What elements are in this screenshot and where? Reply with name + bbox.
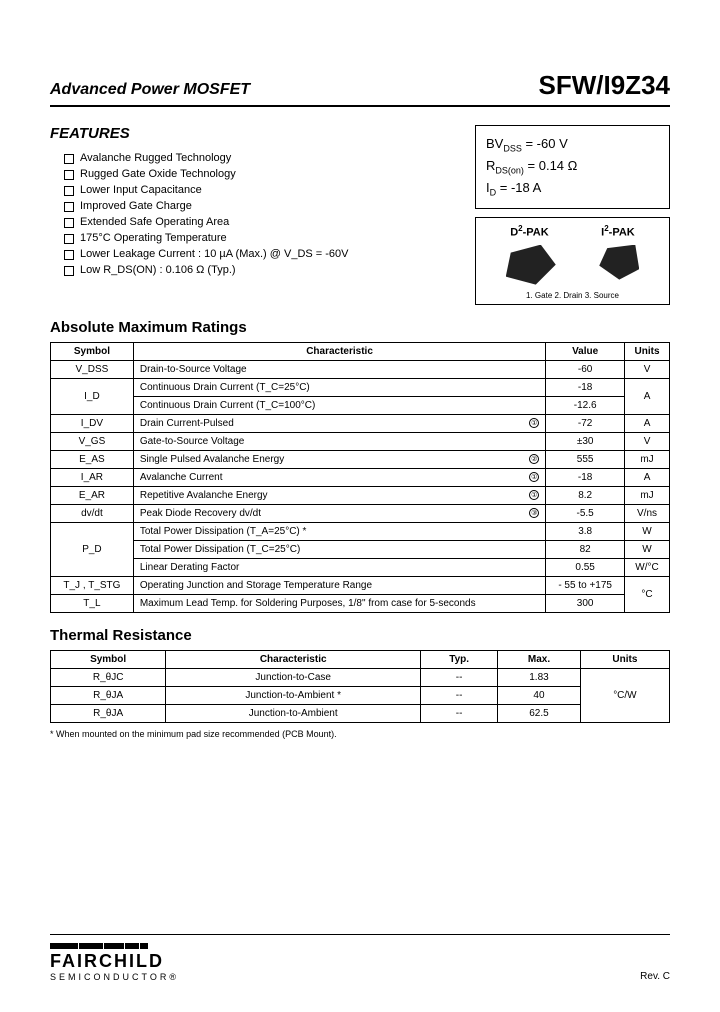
feature-item: Lower Leakage Current : 10 µA (Max.) @ V… — [64, 248, 457, 260]
table-row: P_DTotal Power Dissipation (T_A=25°C) *3… — [51, 522, 670, 540]
table-header-row: Symbol Characteristic Value Units — [51, 342, 670, 360]
package-images — [484, 245, 661, 285]
product-type: Advanced Power MOSFET — [50, 81, 250, 99]
feature-item: Avalanche Rugged Technology — [64, 152, 457, 164]
d2pak-icon — [506, 245, 556, 285]
table-row: I_DContinuous Drain Current (T_C=25°C)-1… — [51, 378, 670, 396]
i2pak-icon — [599, 245, 639, 280]
part-number: SFW/I9Z34 — [539, 70, 670, 101]
revision: Rev. C — [640, 971, 670, 982]
logo-text: FAIRCHILD — [50, 951, 179, 972]
table-row: I_DVDrain Current-Pulsed①-72A — [51, 414, 670, 432]
table-row: E_ASSingle Pulsed Avalanche Energy②555mJ — [51, 450, 670, 468]
header: Advanced Power MOSFET SFW/I9Z34 — [50, 70, 670, 107]
th-symbol: Symbol — [51, 342, 134, 360]
table-row: E_ARRepetitive Avalanche Energy①8.2mJ — [51, 486, 670, 504]
package-label: D2-PAK — [510, 224, 548, 239]
table-row: Total Power Dissipation (T_C=25°C)82W — [51, 540, 670, 558]
feature-item: Improved Gate Charge — [64, 200, 457, 212]
right-column: BVDSS = -60 V RDS(on) = 0.14 Ω ID = -18 … — [475, 125, 670, 305]
th-char: Characteristic — [133, 342, 545, 360]
spec-line: ID = -18 A — [486, 178, 659, 200]
spec-box: BVDSS = -60 V RDS(on) = 0.14 Ω ID = -18 … — [475, 125, 670, 209]
feature-item: Rugged Gate Oxide Technology — [64, 168, 457, 180]
fairchild-logo: FAIRCHILD SEMICONDUCTOR® — [50, 943, 179, 982]
th-value: Value — [546, 342, 625, 360]
table-row: R_θJCJunction-to-Case--1.83°C/W — [51, 668, 670, 686]
table-row: T_J , T_STGOperating Junction and Storag… — [51, 576, 670, 594]
content-row: FEATURES Avalanche Rugged Technology Rug… — [50, 125, 670, 305]
thermal-title: Thermal Resistance — [50, 627, 670, 644]
table-row: I_ARAvalanche Current①-18A — [51, 468, 670, 486]
thermal-table: Symbol Characteristic Typ. Max. Units R_… — [50, 650, 670, 723]
table-row: V_GSGate-to-Source Voltage±30V — [51, 432, 670, 450]
table-row: Continuous Drain Current (T_C=100°C)-12.… — [51, 396, 670, 414]
features-column: FEATURES Avalanche Rugged Technology Rug… — [50, 125, 457, 305]
logo-bars-icon — [50, 943, 179, 949]
table-row: R_θJAJunction-to-Ambient *--40 — [51, 686, 670, 704]
spec-line: RDS(on) = 0.14 Ω — [486, 156, 659, 178]
footnote: * When mounted on the minimum pad size r… — [50, 729, 670, 739]
package-box: D2-PAK I2-PAK 1. Gate 2. Drain 3. Source — [475, 217, 670, 305]
table-row: Linear Derating Factor0.55W/°C — [51, 558, 670, 576]
spec-line: BVDSS = -60 V — [486, 134, 659, 156]
features-list: Avalanche Rugged Technology Rugged Gate … — [50, 152, 457, 276]
feature-item: Extended Safe Operating Area — [64, 216, 457, 228]
table-row: R_θJAJunction-to-Ambient--62.5 — [51, 704, 670, 722]
table-row: T_LMaximum Lead Temp. for Soldering Purp… — [51, 594, 670, 612]
logo-subtitle: SEMICONDUCTOR® — [50, 972, 179, 982]
package-pins: 1. Gate 2. Drain 3. Source — [484, 291, 661, 300]
footer: FAIRCHILD SEMICONDUCTOR® Rev. C — [50, 934, 670, 982]
features-title: FEATURES — [50, 125, 457, 142]
ratings-title: Absolute Maximum Ratings — [50, 319, 670, 336]
package-label: I2-PAK — [601, 224, 635, 239]
feature-item: 175°C Operating Temperature — [64, 232, 457, 244]
table-row: V_DSSDrain-to-Source Voltage-60V — [51, 360, 670, 378]
feature-item: Lower Input Capacitance — [64, 184, 457, 196]
package-labels: D2-PAK I2-PAK — [484, 224, 661, 239]
table-header-row: Symbol Characteristic Typ. Max. Units — [51, 650, 670, 668]
feature-item: Low R_DS(ON) : 0.106 Ω (Typ.) — [64, 264, 457, 276]
ratings-table: Symbol Characteristic Value Units V_DSSD… — [50, 342, 670, 613]
table-row: dv/dtPeak Diode Recovery dv/dt③-5.5V/ns — [51, 504, 670, 522]
th-units: Units — [625, 342, 670, 360]
